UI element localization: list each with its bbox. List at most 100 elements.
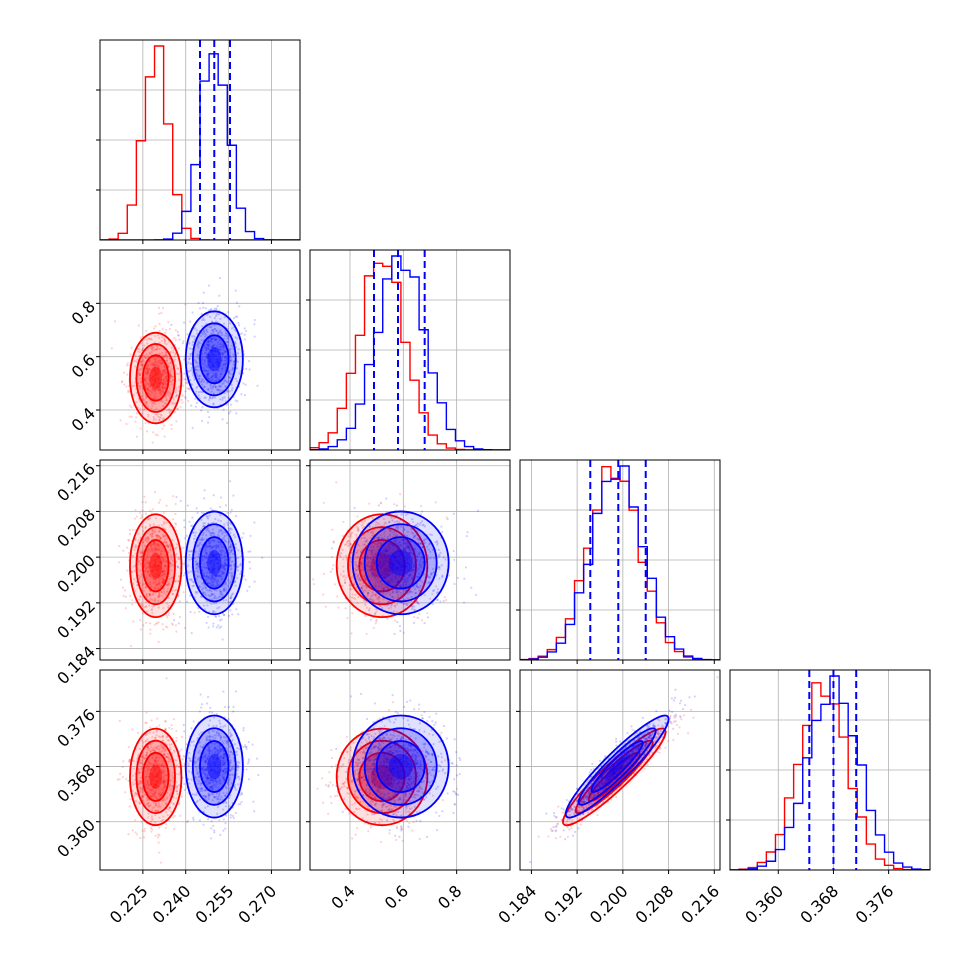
scatter-point: [210, 308, 212, 310]
scatter-point: [253, 521, 255, 523]
scatter-point: [158, 307, 160, 309]
scatter-point: [453, 583, 455, 585]
scatter-point: [231, 613, 233, 615]
scatter-point: [129, 805, 131, 807]
scatter-point: [378, 504, 380, 506]
scatter-point: [125, 596, 127, 598]
scatter-point: [146, 430, 148, 432]
scatter-point: [145, 722, 147, 724]
scatter-point: [149, 629, 151, 631]
scatter-point: [203, 292, 205, 294]
scatter-point: [350, 585, 352, 587]
scatter-point: [249, 550, 251, 552]
scatter-point: [219, 619, 221, 621]
scatter-point: [210, 507, 212, 509]
scatter-point: [177, 565, 179, 567]
scatter-point: [178, 803, 180, 805]
scatter-point: [444, 596, 446, 598]
scatter-point: [196, 402, 198, 404]
scatter-point: [125, 778, 127, 780]
scatter-point: [144, 422, 146, 424]
scatter-point: [175, 329, 177, 331]
scatter-point: [127, 362, 129, 364]
y-tick-label: 0.200: [53, 551, 99, 597]
scatter-point: [158, 842, 160, 844]
scatter-point: [349, 557, 351, 559]
scatter-point: [135, 416, 137, 418]
scatter-point: [331, 529, 333, 531]
scatter-point: [393, 503, 395, 505]
scatter-point: [235, 412, 237, 414]
scatter-point: [144, 830, 146, 832]
scatter-point: [194, 612, 196, 614]
scatter-point: [244, 394, 246, 396]
scatter-point: [374, 612, 376, 614]
scatter-point: [440, 526, 442, 528]
scatter-point: [229, 480, 231, 482]
scatter-point: [139, 619, 141, 621]
scatter-point: [201, 406, 203, 408]
scatter-point: [134, 421, 136, 423]
scatter-point: [118, 561, 120, 563]
scatter-point: [141, 514, 143, 516]
scatter-point: [172, 495, 174, 497]
scatter-point: [141, 501, 143, 503]
scatter-point: [178, 347, 180, 349]
scatter-point: [128, 416, 130, 418]
scatter-point: [453, 559, 455, 561]
scatter-point: [157, 621, 159, 623]
scatter-point: [231, 509, 233, 511]
scatter-point: [241, 537, 243, 539]
scatter-point: [421, 619, 423, 621]
scatter-point: [413, 622, 415, 624]
scatter-point: [453, 513, 455, 515]
scatter-point: [253, 323, 255, 325]
scatter-point: [212, 625, 214, 627]
scatter-point: [174, 554, 176, 556]
scatter-point: [139, 512, 141, 514]
y-tick-label: 0.192: [53, 596, 99, 642]
scatter-point: [346, 617, 348, 619]
scatter-point: [202, 302, 204, 304]
scatter-point: [225, 504, 227, 506]
scatter-point: [185, 397, 187, 399]
scatter-point: [117, 779, 119, 781]
scatter-point: [191, 311, 193, 313]
scatter-point: [183, 574, 185, 576]
scatter-point: [122, 587, 124, 589]
scatter-point: [238, 324, 240, 326]
scatter-point: [124, 791, 126, 793]
scatter-point: [208, 284, 210, 286]
scatter-point: [312, 578, 314, 580]
scatter-point: [192, 427, 194, 429]
scatter-point: [443, 600, 445, 602]
scatter-point: [171, 428, 173, 430]
scatter-point: [125, 385, 127, 387]
scatter-point: [132, 829, 134, 831]
scatter-point: [466, 531, 468, 533]
scatter-point: [191, 632, 193, 634]
density-fill-series-1: [207, 550, 221, 576]
scatter-point: [220, 625, 222, 627]
scatter-point: [143, 496, 145, 498]
scatter-point: [149, 726, 151, 728]
scatter-point: [127, 833, 129, 835]
scatter-point: [132, 620, 134, 622]
scatter-point: [205, 622, 207, 624]
scatter-point: [137, 732, 139, 734]
scatter-point: [445, 599, 447, 601]
scatter-point: [175, 420, 177, 422]
scatter-point: [166, 626, 168, 628]
scatter-point: [340, 552, 342, 554]
scatter-point: [351, 632, 353, 634]
scatter-point: [172, 518, 174, 520]
scatter-point: [232, 495, 234, 497]
scatter-point: [153, 327, 155, 329]
scatter-point: [323, 573, 325, 575]
scatter-point: [247, 551, 249, 553]
scatter-point: [245, 330, 247, 332]
scatter-point: [222, 409, 224, 411]
scatter-point: [178, 335, 180, 337]
